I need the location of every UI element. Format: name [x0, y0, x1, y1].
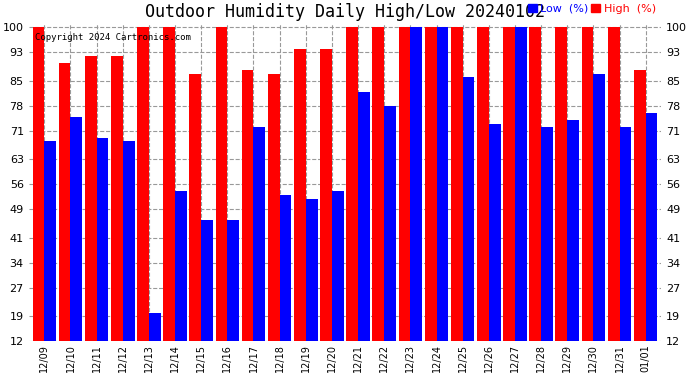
Bar — [515, 27, 526, 341]
Bar — [646, 113, 658, 341]
Bar — [411, 27, 422, 341]
Bar — [529, 27, 541, 341]
Bar — [137, 27, 149, 341]
Bar — [477, 27, 489, 341]
Bar — [425, 27, 437, 341]
Bar — [463, 77, 475, 341]
Bar — [503, 27, 515, 341]
Bar — [451, 27, 463, 341]
Title: Outdoor Humidity Daily High/Low 20240102: Outdoor Humidity Daily High/Low 20240102 — [145, 3, 545, 21]
Bar — [306, 199, 317, 341]
Bar — [85, 56, 97, 341]
Bar — [373, 27, 384, 341]
Bar — [227, 220, 239, 341]
Bar — [384, 106, 396, 341]
Bar — [70, 117, 82, 341]
Bar — [97, 138, 108, 341]
Bar — [279, 195, 291, 341]
Bar — [608, 27, 620, 341]
Bar — [175, 192, 187, 341]
Bar — [346, 27, 358, 341]
Bar — [215, 27, 227, 341]
Bar — [59, 63, 70, 341]
Bar — [190, 74, 201, 341]
Bar — [241, 70, 253, 341]
Bar — [268, 74, 279, 341]
Bar — [567, 120, 579, 341]
Bar — [201, 220, 213, 341]
Bar — [358, 92, 370, 341]
Bar — [541, 127, 553, 341]
Bar — [149, 313, 161, 341]
Bar — [164, 27, 175, 341]
Bar — [582, 27, 593, 341]
Bar — [111, 56, 123, 341]
Bar — [320, 49, 332, 341]
Bar — [32, 27, 44, 341]
Bar — [332, 192, 344, 341]
Bar — [489, 124, 500, 341]
Legend: Low  (%), High  (%): Low (%), High (%) — [528, 4, 656, 14]
Bar — [555, 27, 567, 341]
Bar — [634, 70, 646, 341]
Bar — [437, 27, 448, 341]
Bar — [620, 127, 631, 341]
Bar — [399, 27, 411, 341]
Bar — [593, 74, 605, 341]
Bar — [123, 141, 135, 341]
Bar — [294, 49, 306, 341]
Text: Copyright 2024 Cartronics.com: Copyright 2024 Cartronics.com — [35, 33, 191, 42]
Bar — [44, 141, 56, 341]
Bar — [253, 127, 265, 341]
